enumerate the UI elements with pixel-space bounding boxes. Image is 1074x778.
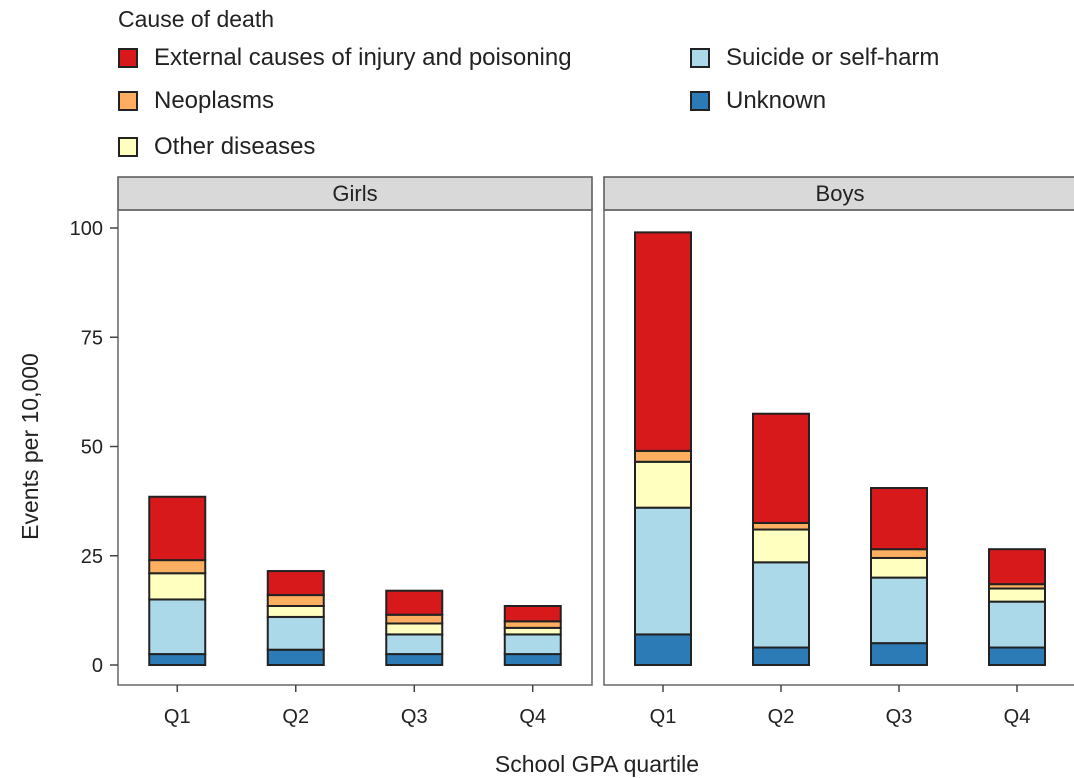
x-tick-label-boys-q1: Q1 [650, 706, 677, 728]
bar-boys-q3-external-causes-of-injury-and-poisoning [870, 487, 928, 551]
bar-girls-q1-neoplasms [148, 559, 207, 575]
legend-item-unknown: Unknown [690, 87, 826, 115]
bar-girls-q3-other-diseases [385, 622, 444, 636]
legend-item-external-causes: External causes of injury and poisoning [118, 44, 572, 72]
x-tick-label-boys-q3: Q3 [886, 706, 913, 728]
y-tick-label-0: 0 [92, 655, 103, 677]
x-tick-label-girls-q1: Q1 [164, 706, 191, 728]
bar-girls-q3-external-causes-of-injury-and-poisoning [385, 589, 444, 616]
bar-boys-q4-suicide-or-self-harm [988, 600, 1046, 649]
panel-strip-girls [117, 176, 593, 211]
bar-boys-q1-other-diseases [634, 460, 692, 509]
bar-girls-q1-suicide-or-self-harm [148, 598, 207, 656]
y-tick-label-25: 25 [81, 546, 103, 568]
x-tick-label-girls-q4: Q4 [519, 706, 546, 728]
bar-boys-q3-unknown [870, 642, 928, 667]
legend-swatch-unknown [690, 91, 710, 111]
bar-girls-q1-unknown [148, 653, 207, 667]
bar-girls-q2-neoplasms [266, 594, 325, 608]
legend-swatch-external-causes [118, 48, 138, 68]
bar-girls-q1-external-causes-of-injury-and-poisoning [148, 495, 207, 562]
bar-boys-q2-external-causes-of-injury-and-poisoning [752, 412, 810, 524]
legend-label-unknown: Unknown [726, 87, 827, 114]
bar-girls-q2-external-causes-of-injury-and-poisoning [266, 570, 325, 597]
panel-frame-boys [603, 209, 1074, 686]
x-tick-label-boys-q4: Q4 [1004, 706, 1031, 728]
legend-label-external-causes: External causes of injury and poisoning [154, 44, 572, 71]
legend-label-suicide: Suicide or self-harm [726, 44, 940, 71]
legend: Cause of death External causes of injury… [0, 0, 1074, 170]
y-tick-label-75: 75 [81, 327, 103, 349]
x-tick-label-boys-q2: Q2 [768, 706, 795, 728]
bar-boys-q2-unknown [752, 646, 810, 667]
x-tick-label-girls-q2: Q2 [282, 706, 309, 728]
bar-girls-q2-other-diseases [266, 605, 325, 618]
bar-boys-q1-neoplasms [634, 449, 692, 463]
bar-boys-q1-suicide-or-self-harm [634, 506, 692, 636]
bar-boys-q1-external-causes-of-injury-and-poisoning [634, 231, 692, 452]
bar-boys-q2-other-diseases [752, 528, 810, 564]
legend-label-neoplasms: Neoplasms [154, 87, 275, 114]
legend-label-other-diseases: Other diseases [154, 133, 316, 160]
panel-label-boys: Boys [816, 181, 865, 206]
bar-girls-q3-suicide-or-self-harm [385, 633, 444, 656]
bar-boys-q3-other-diseases [870, 556, 928, 579]
bar-girls-q1-other-diseases [148, 572, 207, 601]
bar-girls-q2-suicide-or-self-harm [266, 615, 325, 651]
bar-girls-q4-external-causes-of-injury-and-poisoning [503, 605, 562, 623]
bar-girls-q3-neoplasms [385, 613, 444, 625]
bar-girls-q2-unknown [266, 648, 325, 667]
bar-girls-q3-unknown [385, 653, 444, 667]
bar-boys-q3-neoplasms [870, 548, 928, 559]
legend-item-suicide: Suicide or self-harm [690, 44, 939, 72]
bar-boys-q4-unknown [988, 646, 1046, 667]
legend-item-other-diseases: Other diseases [118, 133, 315, 161]
panel-strip-boys [603, 176, 1074, 211]
panel-label-girls: Girls [332, 181, 377, 206]
y-tick-label-50: 50 [81, 437, 103, 459]
bar-boys-q3-suicide-or-self-harm [870, 576, 928, 645]
bar-girls-q4-unknown [503, 653, 562, 667]
legend-swatch-neoplasms [118, 91, 138, 111]
y-tick-label-100: 100 [70, 218, 103, 240]
bar-boys-q1-unknown [634, 633, 692, 666]
x-tick-label-girls-q3: Q3 [401, 706, 428, 728]
legend-title: Cause of death [118, 6, 275, 32]
y-axis-title: Events per 10,000 [17, 353, 43, 540]
bar-boys-q4-other-diseases [988, 587, 1046, 603]
bar-boys-q2-suicide-or-self-harm [752, 561, 810, 649]
bar-girls-q4-suicide-or-self-harm [503, 633, 562, 656]
legend-item-neoplasms: Neoplasms [118, 87, 274, 115]
legend-swatch-suicide [690, 48, 710, 68]
x-axis-title: School GPA quartile [495, 751, 699, 777]
panel-frame-girls [117, 209, 593, 686]
legend-swatch-other-diseases [118, 137, 138, 157]
bar-boys-q4-external-causes-of-injury-and-poisoning [988, 548, 1046, 586]
